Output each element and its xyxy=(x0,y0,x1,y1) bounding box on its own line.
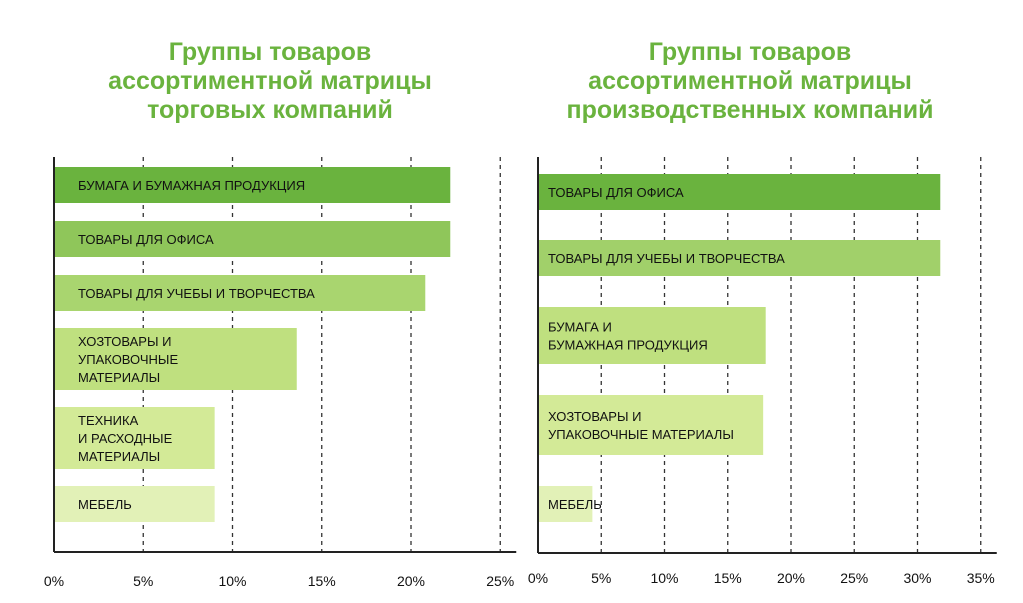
bar-production-0 xyxy=(538,174,941,210)
bar-trade-5 xyxy=(54,486,215,522)
bar-label-trade-1: ТОВАРЫ ДЛЯ ОФИСА xyxy=(78,232,214,247)
bar-production-3 xyxy=(538,395,764,455)
tick-label-production-7: 35% xyxy=(967,570,995,586)
bar-label-production-3: ХОЗТОВАРЫ И УПАКОВОЧНЫЕ МАТЕРИАЛЫ xyxy=(548,409,734,442)
tick-label-trade-4: 20% xyxy=(397,573,425,589)
tick-label-production-2: 10% xyxy=(650,570,678,586)
bar-label-production-2: БУМАГА И БУМАЖНАЯ ПРОДУКЦИЯ xyxy=(548,320,708,353)
bar-label-trade-2: ТОВАРЫ ДЛЯ УЧЕБЫ И ТВОРЧЕСТВА xyxy=(78,286,315,301)
bar-label-production-4: МЕБЕЛЬ xyxy=(548,497,602,512)
bar-trade-1 xyxy=(54,221,451,257)
bar-trade-0 xyxy=(54,167,451,203)
bar-production-1 xyxy=(538,240,941,276)
tick-label-trade-3: 15% xyxy=(308,573,336,589)
tick-label-production-6: 30% xyxy=(903,570,931,586)
tick-label-trade-0: 0% xyxy=(44,573,64,589)
chart-title-production: Группы товаров ассортиментной матрицы пр… xyxy=(566,38,934,124)
bar-label-trade-4: ТЕХНИКА И РАСХОДНЫЕ МАТЕРИАЛЫ xyxy=(78,413,173,464)
bar-production-4 xyxy=(538,486,593,522)
bar-label-trade-0: БУМАГА И БУМАЖНАЯ ПРОДУКЦИЯ xyxy=(78,178,305,193)
tick-label-trade-5: 25% xyxy=(486,573,514,589)
tick-label-production-3: 15% xyxy=(714,570,742,586)
bar-label-trade-3: ХОЗТОВАРЫ И УПАКОВОЧНЫЕ МАТЕРИАЛЫ xyxy=(78,334,178,385)
chart-title-trade: Группы товаров ассортиментной матрицы то… xyxy=(108,38,432,124)
bar-label-production-0: ТОВАРЫ ДЛЯ ОФИСА xyxy=(548,185,684,200)
bar-label-trade-5: МЕБЕЛЬ xyxy=(78,497,132,512)
tick-label-production-4: 20% xyxy=(777,570,805,586)
bar-trade-4 xyxy=(54,407,215,469)
tick-label-trade-1: 5% xyxy=(133,573,153,589)
bar-label-production-1: ТОВАРЫ ДЛЯ УЧЕБЫ И ТВОРЧЕСТВА xyxy=(548,251,785,266)
tick-label-production-1: 5% xyxy=(591,570,611,586)
tick-label-production-5: 25% xyxy=(840,570,868,586)
tick-label-trade-2: 10% xyxy=(218,573,246,589)
bar-trade-3 xyxy=(54,328,297,390)
bar-production-2 xyxy=(538,307,766,364)
bar-trade-2 xyxy=(54,275,426,311)
tick-label-production-0: 0% xyxy=(528,570,548,586)
